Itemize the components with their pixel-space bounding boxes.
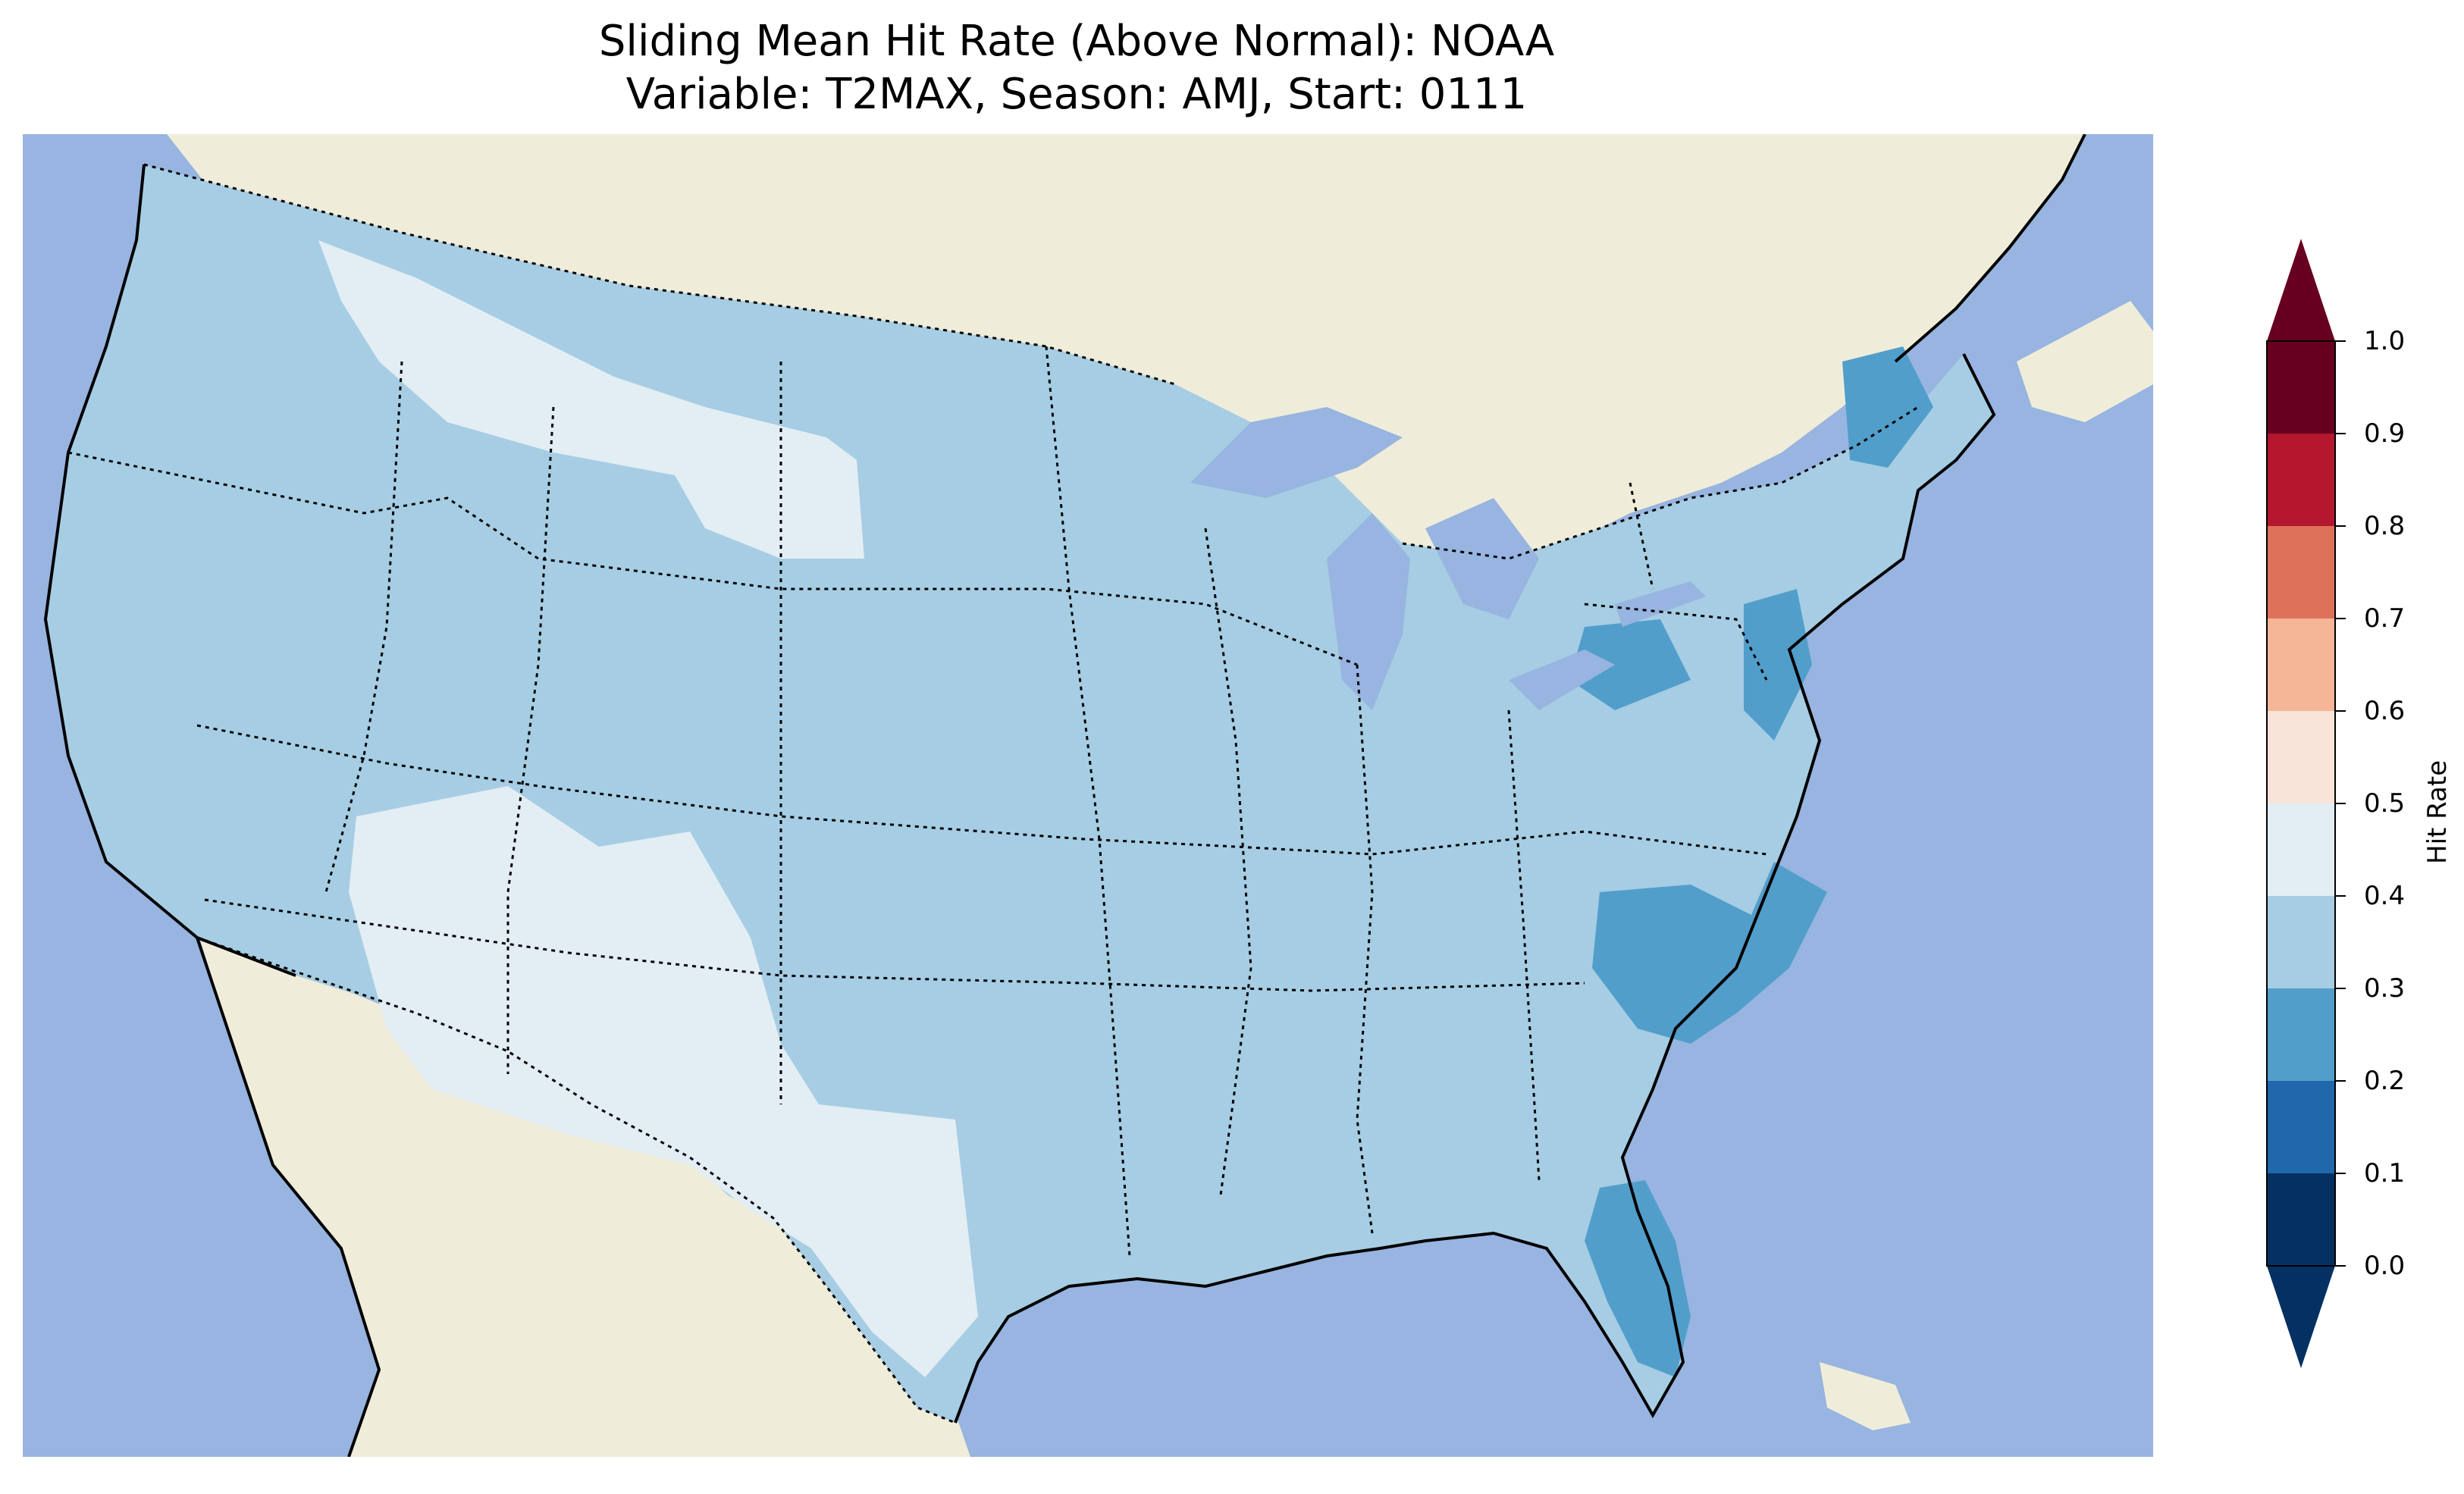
colorbar-tick-label: 0.3	[2364, 973, 2406, 1004]
colorbar-tick-mark	[2335, 1080, 2346, 1082]
colorbar-segments	[2267, 341, 2335, 1266]
lake-huron	[1425, 498, 1539, 619]
field-nj-02-03	[1744, 589, 1812, 741]
colorbar-segment	[2267, 896, 2335, 988]
colorbar-segment	[2267, 1081, 2335, 1173]
colorbar-segment	[2267, 619, 2335, 711]
colorbar-segment	[2267, 988, 2335, 1081]
land-cuba	[1820, 1362, 1911, 1430]
field-southwest-04-05	[349, 786, 978, 1377]
state-borders	[67, 346, 1768, 1257]
colorbar-tick-label: 0.8	[2364, 511, 2406, 541]
colorbar-tick-label: 0.9	[2364, 418, 2406, 449]
colorbar-tick-mark	[2335, 1265, 2346, 1267]
colorbar-tick-mark	[2335, 1173, 2346, 1174]
field-carolinas-02-03	[1592, 862, 1827, 1044]
colorbar-label: Hit Rate	[2422, 760, 2453, 864]
map-title: Sliding Mean Hit Rate (Above Normal): NO…	[598, 17, 1555, 66]
colorbar-tick-label: 0.4	[2364, 881, 2406, 911]
colorbar-segment	[2267, 1173, 2335, 1266]
map-subtitle: Variable: T2MAX, Season: AMJ, Start: 011…	[625, 70, 1528, 119]
colorbar-tick-mark	[2335, 433, 2346, 434]
map-panel	[23, 134, 2153, 1457]
coastline-baja	[196, 937, 381, 1457]
colorbar-segment	[2267, 434, 2335, 526]
colorbar-segment	[2267, 526, 2335, 619]
colorbar-tick-label: 0.5	[2364, 788, 2406, 819]
lake-erie	[1509, 650, 1615, 710]
colorbar-extend-min	[2267, 1266, 2335, 1368]
lake-ontario	[1615, 581, 1706, 627]
colorbar	[2266, 239, 2336, 1368]
colorbar-segment	[2267, 711, 2335, 803]
coastline-canada-atlantic	[1894, 134, 2086, 363]
colorbar-extend-max	[2267, 239, 2335, 341]
border-us-canada	[143, 163, 1919, 560]
field-conus-03-04	[45, 164, 1994, 1423]
field-florida-02-03	[1585, 1180, 1691, 1377]
land-mexico	[197, 930, 970, 1457]
colorbar-tick-mark	[2335, 525, 2346, 527]
field-montana-04-05	[318, 240, 864, 559]
colorbar-tick-mark	[2335, 710, 2346, 712]
colorbar-tick-label: 1.0	[2364, 326, 2406, 356]
coastline-conus	[43, 164, 1996, 1424]
colorbar-tick-mark	[2335, 618, 2346, 619]
colorbar-tick-mark	[2335, 895, 2346, 897]
colorbar-tick-label: 0.1	[2364, 1158, 2406, 1189]
colorbar-tick-label: 0.7	[2364, 603, 2406, 634]
colorbar-segment	[2267, 803, 2335, 896]
lake-superior	[1190, 407, 1403, 498]
colorbar-tick-label: 0.6	[2364, 696, 2406, 726]
colorbar-tick-mark	[2335, 340, 2346, 342]
colorbar-segment	[2267, 341, 2335, 434]
colorbar-tick-label: 0.2	[2364, 1066, 2406, 1096]
land-maritimes	[2017, 301, 2153, 422]
colorbar-tick-label: 0.0	[2364, 1251, 2406, 1281]
border-us-mexico	[196, 936, 956, 1424]
field-mid-atlantic-02-03	[1569, 619, 1691, 710]
field-maine-02-03	[1842, 346, 1933, 468]
colorbar-tick-mark	[2335, 988, 2346, 989]
colorbar-tick-mark	[2335, 803, 2346, 804]
